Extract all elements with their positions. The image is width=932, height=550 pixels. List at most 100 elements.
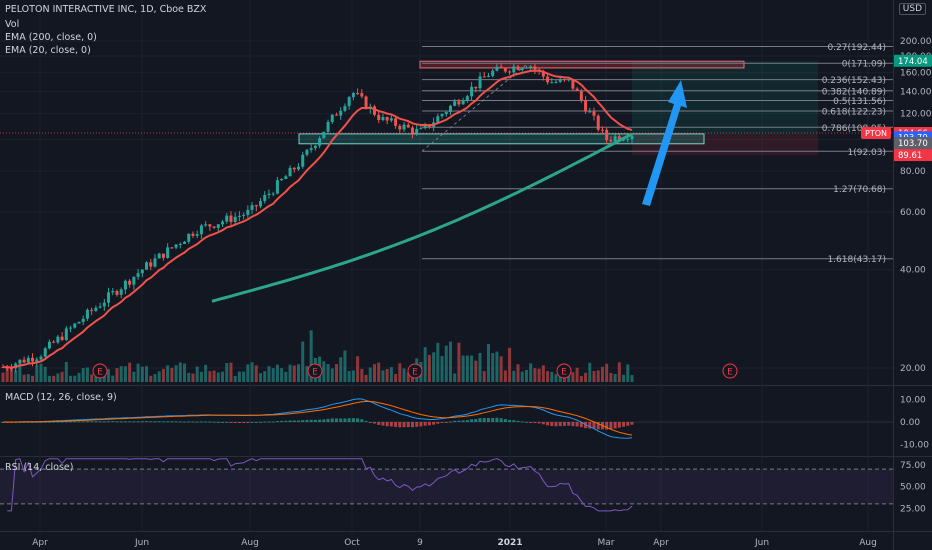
earnings-marker-label: E [561, 368, 567, 378]
macd-histogram-bar [140, 421, 144, 423]
macd-histogram-bar [486, 418, 490, 422]
macd-histogram-bar [313, 419, 317, 422]
volume-bar [9, 367, 13, 382]
macd-histogram-bar [132, 421, 136, 423]
volume-bar [119, 366, 123, 382]
candle-body [453, 101, 457, 106]
candle-body [550, 82, 554, 84]
candle-body [208, 224, 212, 227]
volume-bar [191, 373, 195, 382]
macd-histogram-bar [516, 420, 520, 422]
candle-body [440, 114, 444, 117]
candle-body [482, 76, 486, 78]
candle-body [233, 216, 237, 223]
candle-body [145, 262, 149, 270]
candle-body [187, 233, 191, 242]
volume-bar [216, 372, 220, 382]
macd-histogram-bar [326, 418, 330, 422]
macd-histogram-bar [356, 418, 360, 422]
macd-histogram-bar [592, 422, 596, 429]
candle-body [406, 124, 410, 128]
ticker-badge [861, 126, 891, 139]
fib-label: 0.236(152.43) [822, 76, 886, 86]
volume-bar [292, 365, 296, 382]
volume-bar [343, 350, 347, 382]
candle-body [292, 167, 296, 170]
macd-histogram-bar [178, 421, 182, 423]
candle-body [309, 148, 313, 150]
macd-histogram-bar [267, 421, 271, 423]
volume-bar [31, 375, 35, 382]
volume-bar [47, 375, 51, 382]
macd-histogram-bar [626, 422, 630, 426]
volume-bar [389, 367, 393, 382]
volume-bar [22, 374, 26, 382]
macd-histogram-bar [567, 422, 571, 426]
x-tick-label: Apr [32, 538, 48, 548]
volume-bar [132, 371, 136, 382]
macd-histogram-bar [259, 421, 263, 423]
macd-histogram-bar [107, 421, 111, 423]
candle-body [558, 79, 562, 82]
macd-histogram-bar [98, 421, 102, 423]
ticker-label: PTON [865, 129, 887, 138]
macd-histogram-bar [237, 422, 241, 423]
macd-histogram-bar [575, 422, 579, 427]
volume-bar [208, 371, 212, 382]
macd-histogram-bar [199, 421, 203, 423]
macd-histogram-bar [35, 421, 39, 423]
volume-bar [233, 375, 237, 382]
candle-body [301, 154, 305, 167]
candle-body [322, 131, 326, 139]
macd-histogram-bar [343, 418, 347, 422]
volume-bar [402, 368, 406, 382]
candle-body [520, 68, 524, 70]
volume-bar [334, 364, 338, 382]
candle-body [225, 215, 229, 222]
signal-line [3, 401, 633, 436]
macd-legend: MACD (12, 26, close, 9) [5, 392, 117, 403]
macd-tick-label: 0.00 [900, 418, 920, 428]
volume-bar [524, 369, 528, 382]
volume-bar [174, 365, 178, 382]
fib-label: 0.382(140.89) [822, 87, 886, 97]
candle-body [351, 93, 355, 98]
macd-histogram-bar [157, 421, 161, 423]
volume-bar [5, 365, 9, 382]
candle-body [339, 110, 343, 116]
candle-body [571, 79, 575, 89]
price-tag [894, 54, 932, 67]
volume-bar [495, 351, 499, 382]
macd-histogram-bar [212, 421, 216, 423]
candle-body [43, 348, 47, 357]
macd-histogram-bar [263, 421, 267, 423]
volume-bar [212, 370, 216, 382]
candle-body [111, 291, 115, 293]
x-tick-label: Apr [653, 538, 669, 548]
volume-bar [499, 356, 503, 382]
macd-histogram-bar [529, 422, 533, 423]
macd-histogram-bar [389, 422, 393, 427]
macd-histogram-bar [90, 421, 94, 423]
volume-bar [85, 367, 89, 382]
macd-histogram-bar [305, 419, 309, 422]
earnings-marker-label: E [312, 368, 318, 378]
candle-body [448, 105, 452, 113]
volume-bar [605, 363, 609, 382]
macd-histogram-bar [537, 422, 541, 424]
candle-body [318, 138, 322, 146]
currency-badge[interactable]: USD [898, 3, 926, 15]
candle-body [47, 341, 51, 349]
candle-body [377, 114, 381, 120]
x-tick-label: 9 [417, 538, 423, 548]
volume-bar [592, 371, 596, 382]
candle-body [178, 243, 182, 245]
macd-histogram-bar [318, 419, 322, 422]
volume-bar [275, 364, 279, 382]
candle-body [77, 321, 81, 324]
macd-histogram-bar [579, 422, 583, 428]
fib-label: 1.27(70.68) [833, 185, 886, 195]
y-tick-label: 60.00 [900, 208, 926, 218]
